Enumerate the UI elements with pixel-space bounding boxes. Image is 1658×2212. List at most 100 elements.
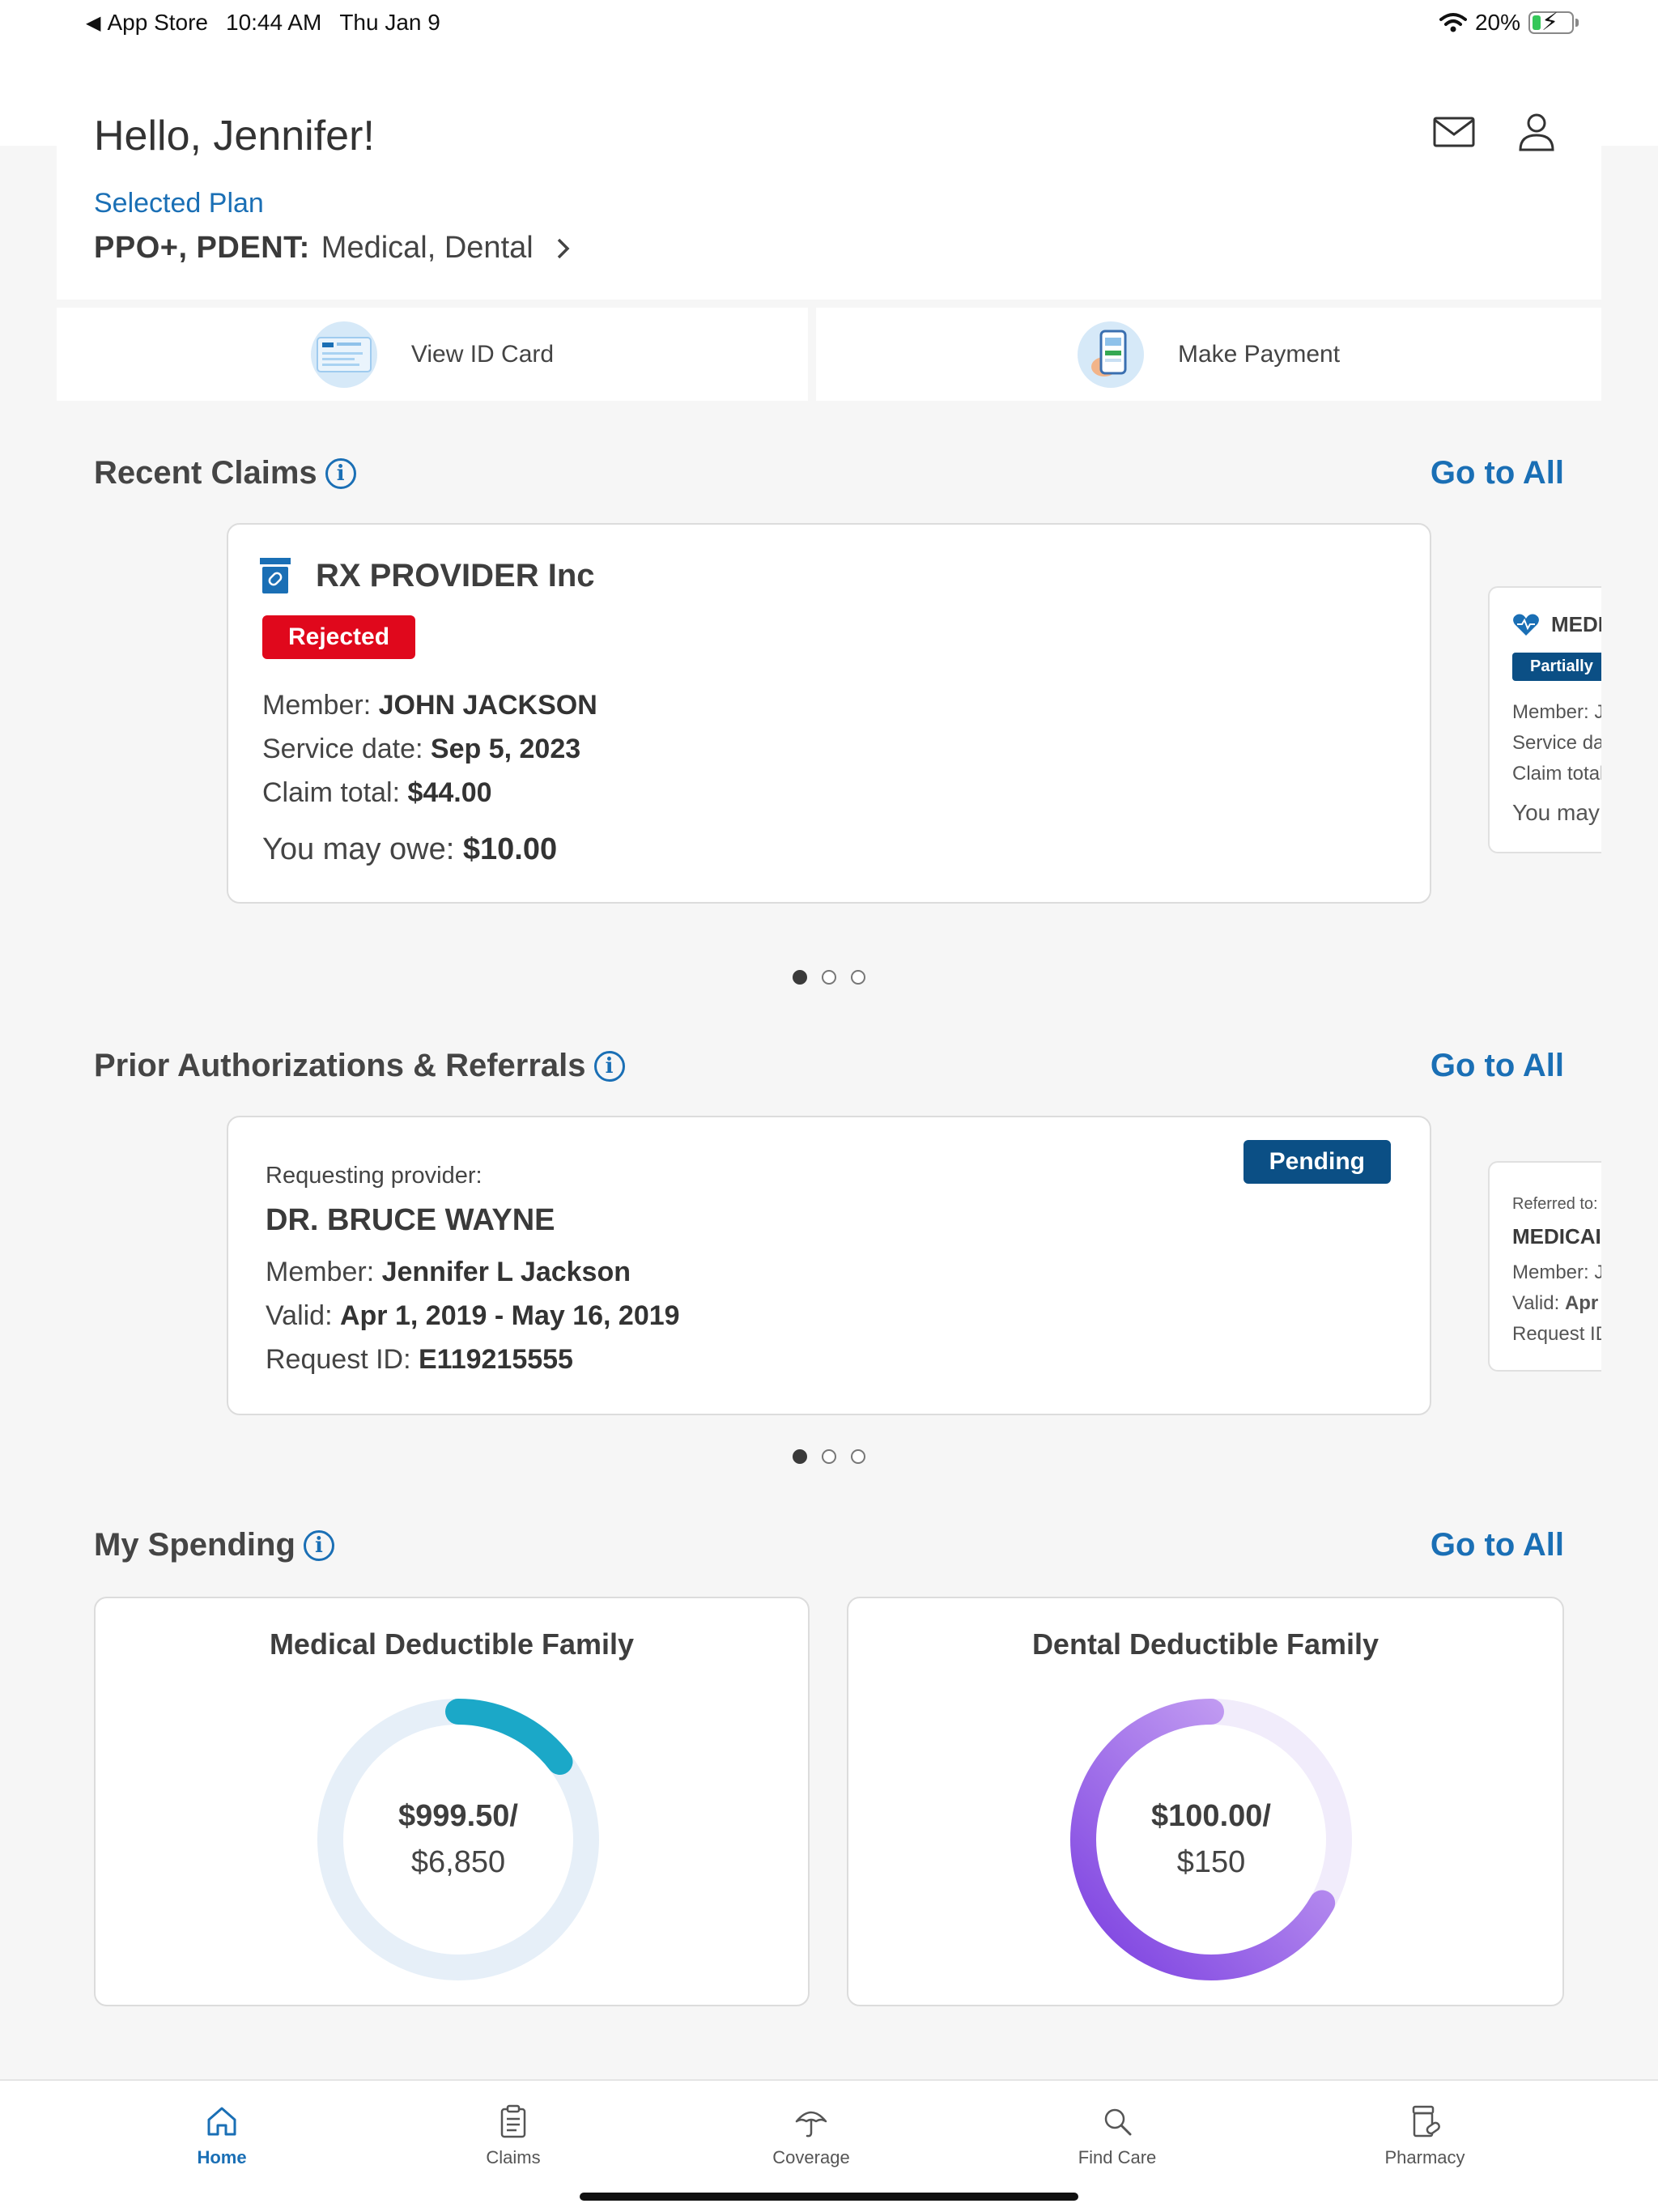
auth-request-id: Request ID: E119215555 — [266, 1344, 573, 1375]
peek-owe: You may — [1512, 800, 1600, 825]
carousel-dot[interactable] — [793, 1449, 807, 1464]
dental-deductible-values: $100.00/ $150 — [1065, 1694, 1357, 1985]
requesting-provider-name: DR. BRUCE WAYNE — [266, 1203, 555, 1237]
search-icon — [1104, 2108, 1132, 2136]
plan-code: PPO+, PDENT: — [94, 231, 310, 265]
my-spending-label: My Spending — [94, 1527, 295, 1563]
info-icon[interactable]: i — [303, 1529, 334, 1561]
carousel-dot[interactable] — [822, 1449, 836, 1464]
tab-claims-label: Claims — [486, 2147, 541, 2167]
wifi-icon — [1439, 13, 1467, 32]
carousel-dot[interactable] — [851, 970, 865, 985]
back-to-app-store[interactable]: ◀ App Store — [86, 10, 208, 36]
heart-pulse-icon — [1513, 614, 1539, 636]
tab-coverage[interactable]: Coverage — [730, 2104, 892, 2168]
profile-icon[interactable] — [1514, 112, 1559, 152]
status-badge-pending: Pending — [1243, 1140, 1391, 1184]
medical-amount: $999.50/ — [398, 1799, 518, 1833]
carousel-dot[interactable] — [793, 970, 807, 985]
peek-referred-provider: MEDICAI — [1512, 1224, 1601, 1249]
info-icon[interactable]: i — [593, 1050, 625, 1082]
dental-deductible-title: Dental Deductible Family — [1031, 1627, 1380, 1661]
prescription-bottle-icon — [259, 557, 291, 594]
medical-deductible-card[interactable]: Medical Deductible Family $999.50/ $6,85… — [94, 1597, 810, 2006]
make-payment-button[interactable]: Make Payment — [816, 308, 1601, 401]
peek-service: Service dat — [1512, 732, 1601, 754]
umbrella-icon — [795, 2111, 827, 2138]
claim-provider-name: RX PROVIDER Inc — [316, 557, 595, 593]
peek-total: Claim total — [1512, 763, 1601, 785]
medical-deductible-title: Medical Deductible Family — [269, 1627, 635, 1661]
peek-claim-provider: MEDI — [1512, 612, 1601, 637]
tab-claims[interactable]: Claims — [432, 2104, 594, 2168]
status-left: ◀ App Store 10:44 AM Thu Jan 9 — [86, 8, 440, 37]
claims-go-to-all-link[interactable]: Go to All — [1430, 455, 1564, 491]
header-card — [57, 81, 1601, 300]
clipboard-icon — [500, 2104, 526, 2138]
back-arrow-icon: ◀ — [86, 11, 101, 34]
status-badge-partially: Partially — [1512, 653, 1601, 681]
dental-amount: $100.00/ — [1151, 1799, 1271, 1833]
prior-auth-carousel-dots — [0, 1449, 1658, 1464]
make-payment-label: Make Payment — [1177, 340, 1341, 368]
pill-bottle-icon — [1412, 2105, 1440, 2138]
peek-auth-valid: Valid: Apr — [1512, 1292, 1599, 1314]
claim-service-date: Service date: Sep 5, 2023 — [262, 734, 581, 764]
home-icon — [207, 2107, 236, 2136]
prior-auth-title: Prior Authorizations & Referrals i — [94, 1048, 625, 1084]
tab-home[interactable]: Home — [141, 2104, 303, 2168]
plan-selector[interactable]: PPO+, PDENT: Medical, Dental — [94, 231, 572, 266]
recent-claims-title: Recent Claims i — [94, 455, 356, 491]
mail-icon[interactable] — [1431, 112, 1477, 152]
claim-provider: RX PROVIDER Inc — [259, 557, 595, 594]
status-date: Thu Jan 9 — [339, 10, 440, 35]
peek-member: Member: J — [1512, 701, 1601, 723]
auth-valid: Valid: Apr 1, 2019 - May 16, 2019 — [266, 1300, 680, 1331]
dental-total: $150 — [1176, 1845, 1246, 1879]
spending-go-to-all-link[interactable]: Go to All — [1430, 1527, 1564, 1563]
dental-progress-arc — [1070, 1699, 1352, 1980]
battery-percent: 20% — [1474, 10, 1520, 35]
battery-icon: ⚡ — [1528, 9, 1579, 36]
claim-member: Member: JOHN JACKSON — [262, 690, 597, 721]
tab-find-care-label: Find Care — [1078, 2147, 1157, 2167]
dental-deductible-card[interactable]: Dental Deductible Family $100.00/ $150 — [847, 1597, 1564, 2006]
carousel-dot[interactable] — [822, 970, 836, 985]
view-id-card-label: View ID Card — [410, 340, 555, 368]
chevron-right-icon — [557, 238, 570, 258]
claim-card[interactable]: RX PROVIDER Inc Rejected Member: JOHN JA… — [227, 523, 1431, 904]
claims-carousel-dots — [0, 970, 1658, 985]
peek-auth-member: Member: J — [1512, 1261, 1601, 1283]
requesting-provider-label: Requesting provider: — [266, 1163, 483, 1189]
dental-deductible-donut: $100.00/ $150 — [1065, 1694, 1357, 1985]
tab-bar: Home Claims Coverage Find Care Pharm — [0, 2079, 1658, 2212]
medical-progress-arc — [317, 1699, 599, 1980]
tab-pharmacy-label: Pharmacy — [1384, 2147, 1465, 2167]
prior-auth-card[interactable]: Pending Requesting provider: DR. BRUCE W… — [227, 1116, 1431, 1415]
back-app-label: App Store — [107, 10, 208, 35]
payment-icon — [1077, 321, 1144, 388]
status-badge-rejected: Rejected — [262, 615, 416, 659]
tab-home-label: Home — [197, 2147, 247, 2167]
tab-pharmacy[interactable]: Pharmacy — [1344, 2104, 1506, 2168]
info-icon[interactable]: i — [325, 457, 356, 489]
claim-card-next[interactable]: MEDI Partially Member: J Service dat Cla… — [1488, 586, 1601, 853]
prior-auth-go-to-all-link[interactable]: Go to All — [1430, 1048, 1564, 1083]
id-card-icon — [310, 321, 377, 388]
status-right: 20% ⚡ — [1439, 8, 1579, 37]
medical-deductible-values: $999.50/ $6,850 — [312, 1694, 604, 1985]
tab-find-care[interactable]: Find Care — [1036, 2104, 1198, 2168]
claim-total: Claim total: $44.00 — [262, 777, 492, 808]
recent-claims-label: Recent Claims — [94, 455, 317, 491]
auth-member: Member: Jennifer L Jackson — [266, 1257, 631, 1287]
carousel-dot[interactable] — [851, 1449, 865, 1464]
selected-plan-label: Selected Plan — [94, 188, 264, 219]
tab-coverage-label: Coverage — [772, 2147, 850, 2167]
prior-auth-card-next[interactable]: Referred to: MEDICAI Member: J Valid: Ap… — [1488, 1161, 1601, 1372]
view-id-card-button[interactable]: View ID Card — [57, 308, 808, 401]
home-indicator — [580, 2193, 1078, 2201]
status-time: 10:44 AM — [226, 10, 322, 35]
greeting: Hello, Jennifer! — [94, 113, 375, 160]
medical-deductible-donut: $999.50/ $6,850 — [312, 1694, 604, 1985]
plan-types: Medical, Dental — [321, 231, 534, 265]
